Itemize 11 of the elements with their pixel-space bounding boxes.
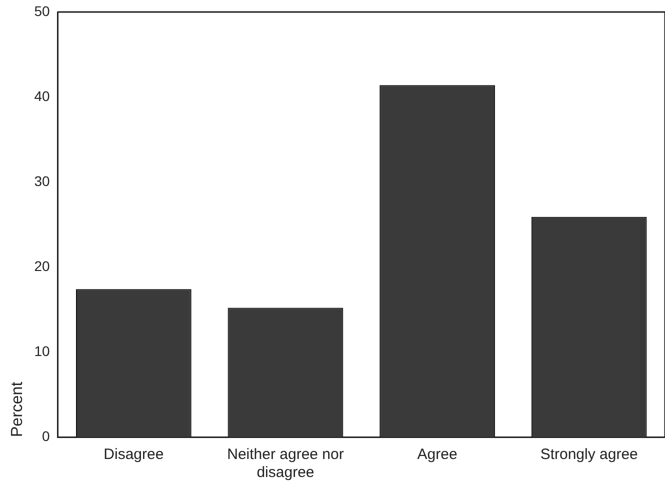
y-tick-label: 0 bbox=[42, 428, 50, 444]
y-tick-label: 20 bbox=[34, 258, 50, 274]
y-axis-title: Percent bbox=[9, 381, 26, 437]
x-tick-label: Neither agree nor disagree bbox=[227, 446, 344, 482]
x-tick-label: Disagree bbox=[104, 446, 164, 464]
y-tick-label: 10 bbox=[34, 342, 50, 359]
y-tick-label: 50 bbox=[34, 2, 50, 19]
x-tick-label: Agree bbox=[417, 446, 458, 464]
x-tick-label: Strongly agree bbox=[540, 446, 638, 464]
y-tick-label: 30 bbox=[34, 172, 50, 189]
y-tick-label: 40 bbox=[34, 88, 50, 104]
